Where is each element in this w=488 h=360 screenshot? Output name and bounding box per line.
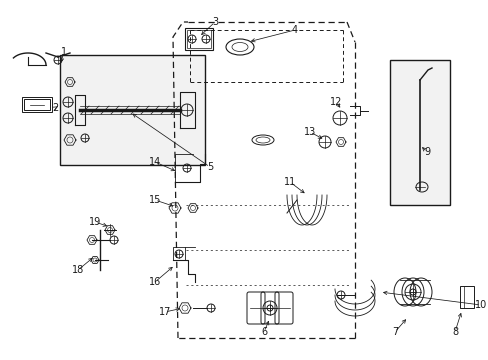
Text: 10: 10 — [474, 300, 486, 310]
Text: 13: 13 — [303, 127, 315, 137]
Bar — [184, 28, 213, 50]
Text: 8: 8 — [451, 327, 457, 337]
FancyBboxPatch shape — [60, 55, 204, 165]
Text: 11: 11 — [284, 177, 296, 187]
Text: 9: 9 — [423, 147, 429, 157]
Bar — [24, 99, 50, 110]
Text: 5: 5 — [206, 162, 213, 172]
Bar — [186, 30, 210, 48]
Text: 18: 18 — [72, 265, 84, 275]
Text: 12: 12 — [329, 97, 342, 107]
Text: 16: 16 — [148, 277, 161, 287]
Text: 6: 6 — [261, 327, 266, 337]
Text: 7: 7 — [391, 327, 397, 337]
Text: 2: 2 — [52, 103, 58, 113]
Text: 3: 3 — [211, 17, 218, 27]
Bar — [22, 97, 52, 112]
Text: 15: 15 — [148, 195, 161, 205]
Text: 19: 19 — [89, 217, 101, 227]
FancyBboxPatch shape — [389, 60, 449, 205]
Text: 14: 14 — [148, 157, 161, 167]
Bar — [459, 286, 473, 308]
Text: 4: 4 — [291, 25, 298, 35]
Text: 1: 1 — [61, 47, 67, 57]
Text: 17: 17 — [159, 307, 171, 317]
